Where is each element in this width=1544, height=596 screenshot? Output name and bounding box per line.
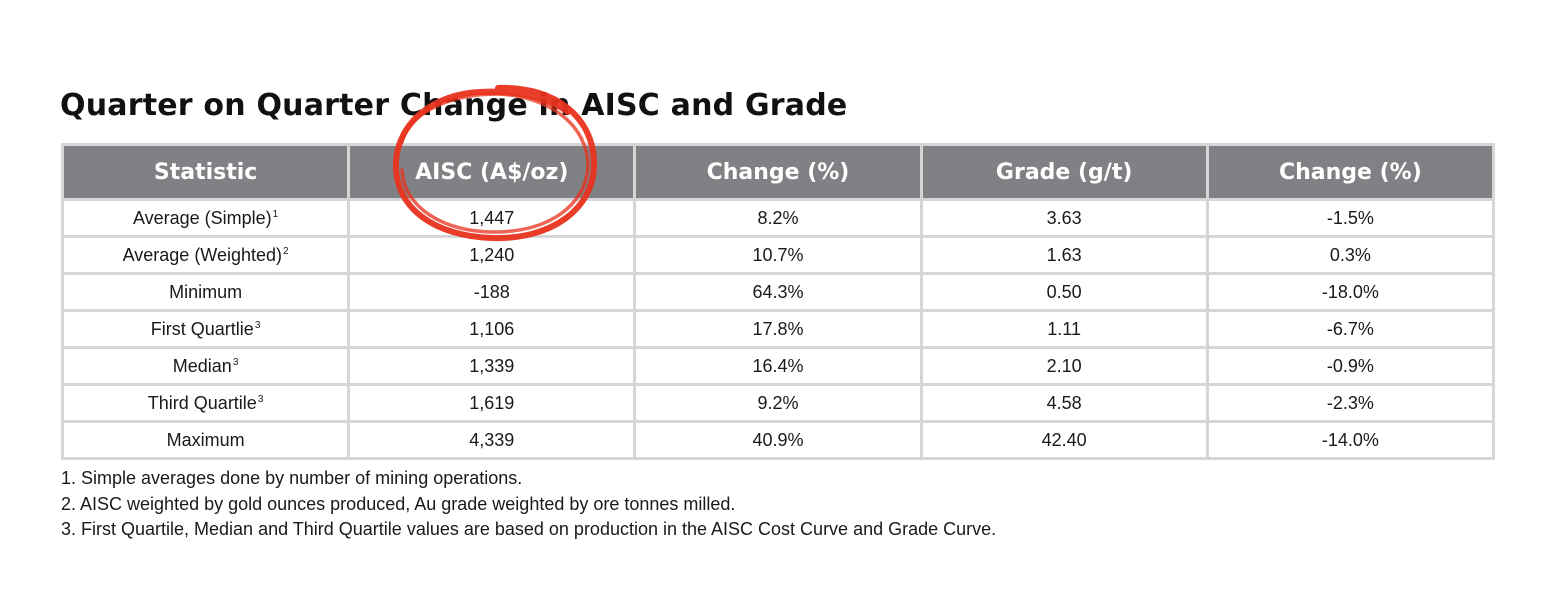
- cell-aisc-change: 16.4%: [633, 346, 923, 386]
- cell-grade-change: -1.5%: [1205, 198, 1496, 238]
- statistic-label: Maximum: [166, 429, 245, 450]
- header-aisc-change: Change (%): [633, 143, 923, 201]
- footnote-marker: 1: [272, 208, 279, 220]
- cell-statistic: Average (Weighted)2: [60, 235, 351, 275]
- footnote-marker: 3: [254, 319, 261, 331]
- cell-grade-change: 0.3%: [1205, 235, 1496, 275]
- cell-aisc: 1,339: [347, 346, 637, 386]
- cell-grade: 2.10: [919, 346, 1209, 386]
- table-header-row: Statistic AISC (A$/oz) Change (%) Grade …: [60, 143, 1496, 201]
- cell-statistic: Maximum: [60, 420, 351, 460]
- footnote-marker: 3: [232, 356, 239, 368]
- table-row: Third Quartile3 1,619 9.2% 4.58 -2.3%: [60, 383, 1496, 423]
- footnote-3: 3. First Quartile, Median and Third Quar…: [61, 519, 997, 539]
- cell-aisc: 1,447: [347, 198, 637, 238]
- cell-grade: 3.63: [919, 198, 1209, 238]
- page-title: Quarter on Quarter Change in AISC and Gr…: [60, 88, 848, 123]
- cell-statistic: Minimum: [60, 272, 351, 312]
- statistic-label: Average (Weighted): [122, 244, 283, 265]
- cell-grade: 0.50: [919, 272, 1209, 312]
- cell-grade-change: -6.7%: [1205, 309, 1496, 349]
- cell-aisc-change: 8.2%: [633, 198, 923, 238]
- cell-statistic: Median3: [60, 346, 351, 386]
- cell-aisc: 4,339: [347, 420, 637, 460]
- statistic-label: Third Quartile: [147, 392, 257, 413]
- cell-aisc-change: 17.8%: [633, 309, 923, 349]
- cell-aisc-change: 64.3%: [633, 272, 923, 312]
- cell-statistic: Third Quartile3: [60, 383, 351, 423]
- table-row: Maximum 4,339 40.9% 42.40 -14.0%: [60, 420, 1496, 460]
- header-statistic: Statistic: [60, 143, 351, 201]
- cell-aisc-change: 40.9%: [633, 420, 923, 460]
- cell-aisc-change: 9.2%: [633, 383, 923, 423]
- aisc-grade-table: Statistic AISC (A$/oz) Change (%) Grade …: [60, 143, 1496, 460]
- table-row: Median3 1,339 16.4% 2.10 -0.9%: [60, 346, 1496, 386]
- cell-grade: 42.40: [919, 420, 1209, 460]
- cell-statistic: First Quartlie3: [60, 309, 351, 349]
- statistic-label: Minimum: [169, 281, 243, 302]
- cell-grade-change: -0.9%: [1205, 346, 1496, 386]
- cell-aisc-change: 10.7%: [633, 235, 923, 275]
- table-row: Minimum -188 64.3% 0.50 -18.0%: [60, 272, 1496, 312]
- header-grade-change: Change (%): [1205, 143, 1496, 201]
- cell-aisc: 1,106: [347, 309, 637, 349]
- cell-aisc: 1,240: [347, 235, 637, 275]
- footnote-1: 1. Simple averages done by number of min…: [61, 468, 523, 488]
- table-row: Average (Simple)1 1,447 8.2% 3.63 -1.5%: [60, 198, 1496, 238]
- header-aisc: AISC (A$/oz): [347, 143, 637, 201]
- cell-grade: 1.11: [919, 309, 1209, 349]
- cell-grade-change: -2.3%: [1205, 383, 1496, 423]
- statistic-label: First Quartlie: [150, 318, 254, 339]
- statistic-label: Average (Simple): [132, 207, 272, 228]
- table-row: First Quartlie3 1,106 17.8% 1.11 -6.7%: [60, 309, 1496, 349]
- footnote-2: 2. AISC weighted by gold ounces produced…: [61, 493, 736, 514]
- statistic-label: Median: [172, 355, 232, 376]
- header-grade: Grade (g/t): [919, 143, 1209, 201]
- cell-aisc: 1,619: [347, 383, 637, 423]
- cell-grade: 4.58: [919, 383, 1209, 423]
- table-row: Average (Weighted)2 1,240 10.7% 1.63 0.3…: [60, 235, 1496, 275]
- cell-aisc: -188: [347, 272, 637, 312]
- footnote-marker: 2: [283, 245, 289, 257]
- footnotes: 1. Simple averages done by number of min…: [61, 466, 996, 543]
- cell-grade-change: -18.0%: [1205, 272, 1496, 312]
- footnote-marker: 3: [257, 393, 264, 405]
- cell-grade-change: -14.0%: [1205, 420, 1496, 460]
- cell-grade: 1.63: [919, 235, 1209, 275]
- cell-statistic: Average (Simple)1: [60, 198, 351, 238]
